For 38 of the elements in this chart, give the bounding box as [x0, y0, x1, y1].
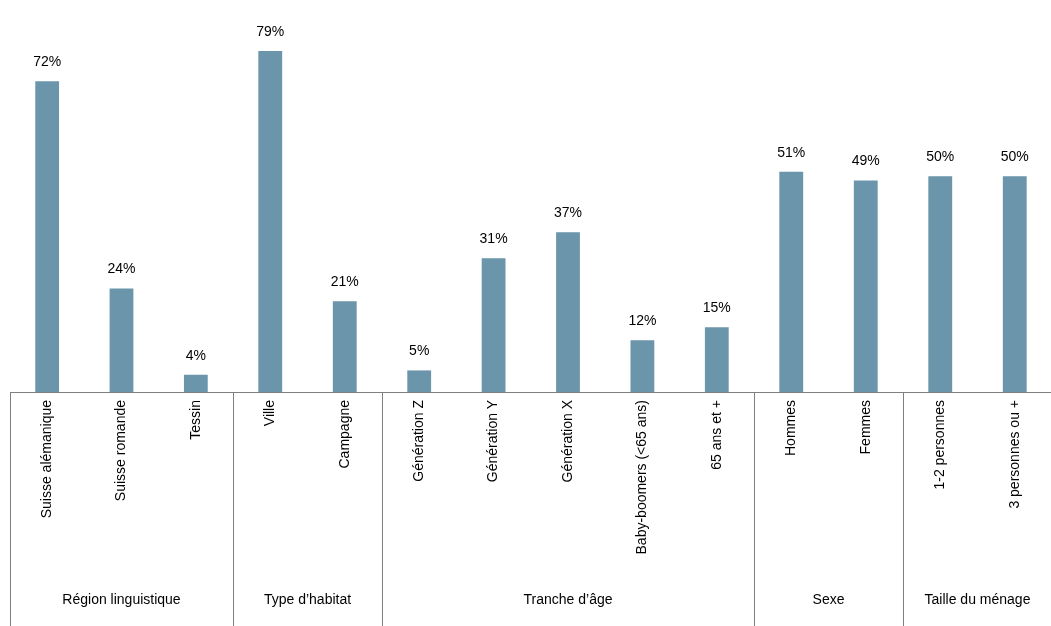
- data-label: 72%: [33, 53, 62, 70]
- bar: [407, 370, 432, 392]
- x-tick-label: Campagne: [335, 399, 352, 469]
- x-tick-label: Baby-boomers (<65 ans): [633, 400, 650, 555]
- data-label: 12%: [628, 312, 657, 329]
- data-label: 49%: [851, 152, 880, 169]
- data-label: 79%: [256, 22, 285, 39]
- data-label: 31%: [479, 230, 508, 247]
- x-tick-label: 65 ans et +: [707, 400, 724, 470]
- x-tick-label: Hommes: [782, 400, 799, 457]
- bar: [556, 232, 580, 392]
- x-tick-label: Ville: [261, 399, 278, 427]
- x-tick-label: Génération X: [558, 399, 575, 483]
- bar: [630, 340, 655, 392]
- x-tick-label: 1-2 personnes: [931, 400, 948, 490]
- data-label: 24%: [107, 260, 136, 277]
- x-axis-title: Taille du ménage: [924, 590, 1031, 607]
- x-axis-title: Tranche d’âge: [523, 590, 613, 607]
- x-tick-label: Suisse romande: [112, 399, 129, 502]
- data-label: 5%: [409, 342, 430, 359]
- data-label: 50%: [926, 147, 955, 164]
- x-tick-label: 3 personnes ou +: [1005, 400, 1022, 509]
- x-tick-label: Suisse alémanique: [38, 399, 55, 519]
- bar: [481, 258, 506, 392]
- bar: [704, 327, 729, 392]
- data-label: 51%: [777, 143, 806, 160]
- x-tick-label: Génération Z: [410, 399, 427, 482]
- data-label: 15%: [702, 299, 731, 316]
- data-label: 50%: [1000, 147, 1029, 164]
- data-label: 37%: [553, 204, 583, 221]
- x-axis-title: Région linguistique: [62, 590, 181, 607]
- x-axis-title: Type d’habitat: [263, 590, 352, 607]
- x-tick-label: Génération Y: [484, 399, 501, 483]
- data-label: 21%: [330, 273, 359, 290]
- x-axis-title: Sexe: [812, 590, 845, 607]
- x-tick-label: Femmes: [856, 400, 873, 455]
- data-label: 4%: [185, 346, 206, 363]
- x-tick-label: Tessin: [186, 400, 203, 440]
